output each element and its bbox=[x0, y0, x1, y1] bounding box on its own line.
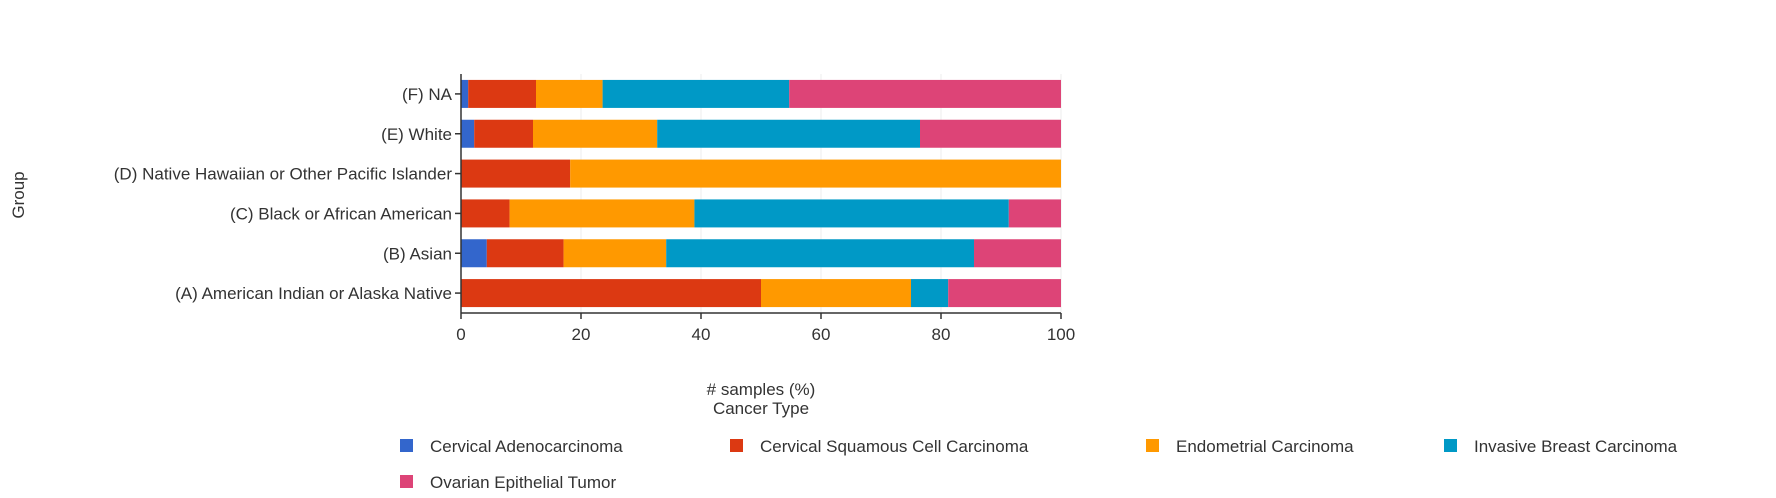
bars bbox=[461, 79, 1061, 308]
bar-segment[interactable] bbox=[657, 119, 920, 148]
bar-segment[interactable] bbox=[474, 119, 533, 148]
legend-label: Cervical Adenocarcinoma bbox=[430, 437, 623, 456]
x-tick-labels: 0 20 40 60 80 100 bbox=[456, 313, 1075, 344]
bar-segment[interactable] bbox=[563, 239, 667, 268]
y-tick-label: (D) Native Hawaiian or Other Pacific Isl… bbox=[114, 165, 453, 184]
legend-swatch bbox=[1444, 439, 1457, 452]
bar-segment[interactable] bbox=[461, 279, 761, 308]
bar-segment[interactable] bbox=[911, 279, 949, 308]
bar-segment[interactable] bbox=[602, 79, 790, 108]
bar-segment[interactable] bbox=[974, 239, 1061, 268]
x-tick-label: 20 bbox=[572, 325, 591, 344]
bar-segment[interactable] bbox=[920, 119, 1061, 148]
bar-segment[interactable] bbox=[461, 79, 469, 108]
y-tick-label: (E) White bbox=[381, 125, 452, 144]
bar-segment[interactable] bbox=[486, 239, 564, 268]
bar-segment[interactable] bbox=[666, 239, 974, 268]
y-tick-label: (C) Black or African American bbox=[230, 204, 452, 223]
y-tick-label: (B) Asian bbox=[383, 244, 452, 263]
legend-item[interactable]: Cervical Squamous Cell Carcinoma bbox=[730, 437, 1029, 456]
y-axis-title: Group bbox=[9, 171, 28, 218]
bar-segment[interactable] bbox=[570, 159, 1061, 188]
legend-item[interactable]: Endometrial Carcinoma bbox=[1146, 437, 1354, 456]
y-tick-label: (F) NA bbox=[402, 85, 453, 104]
bar-segment[interactable] bbox=[1008, 199, 1061, 228]
bar-segment[interactable] bbox=[509, 199, 695, 228]
legend-swatch bbox=[730, 439, 743, 452]
legend-swatch bbox=[400, 475, 413, 488]
legend-label: Invasive Breast Carcinoma bbox=[1474, 437, 1678, 456]
legend-swatch bbox=[1146, 439, 1159, 452]
legend-item[interactable]: Invasive Breast Carcinoma bbox=[1444, 437, 1678, 456]
legend-item[interactable]: Cervical Adenocarcinoma bbox=[400, 437, 623, 456]
x-tick-label: 40 bbox=[692, 325, 711, 344]
bar-segment[interactable] bbox=[461, 199, 510, 228]
y-tick-labels: (A) American Indian or Alaska Native (B) … bbox=[114, 85, 461, 303]
bar-segment[interactable] bbox=[461, 239, 487, 268]
bar-segment[interactable] bbox=[948, 279, 1061, 308]
legend-label: Ovarian Epithelial Tumor bbox=[430, 473, 616, 492]
legend-label: Endometrial Carcinoma bbox=[1176, 437, 1354, 456]
legend-item[interactable]: Ovarian Epithelial Tumor bbox=[400, 473, 616, 492]
bar-segment[interactable] bbox=[533, 119, 658, 148]
axes bbox=[460, 74, 1061, 314]
x-tick-label: 100 bbox=[1047, 325, 1075, 344]
y-tick-label: (A) American Indian or Alaska Native bbox=[175, 284, 452, 303]
bar-segment[interactable] bbox=[468, 79, 536, 108]
x-tick-label: 0 bbox=[456, 325, 465, 344]
bar-segment[interactable] bbox=[536, 79, 603, 108]
bar-segment[interactable] bbox=[789, 79, 1061, 108]
gridlines bbox=[460, 74, 1062, 313]
legend: Cervical Adenocarcinoma Cervical Squamous… bbox=[400, 437, 1678, 492]
bar-segment[interactable] bbox=[694, 199, 1009, 228]
legend-swatch bbox=[400, 439, 413, 452]
legend-title: Cancer Type bbox=[713, 399, 809, 418]
x-tick-label: 80 bbox=[932, 325, 951, 344]
legend-label: Cervical Squamous Cell Carcinoma bbox=[760, 437, 1029, 456]
bar-segment[interactable] bbox=[461, 119, 475, 148]
x-axis-title: # samples (%) bbox=[707, 380, 816, 399]
bar-segment[interactable] bbox=[461, 159, 571, 188]
x-tick-label: 60 bbox=[812, 325, 831, 344]
bar-segment[interactable] bbox=[761, 279, 911, 308]
